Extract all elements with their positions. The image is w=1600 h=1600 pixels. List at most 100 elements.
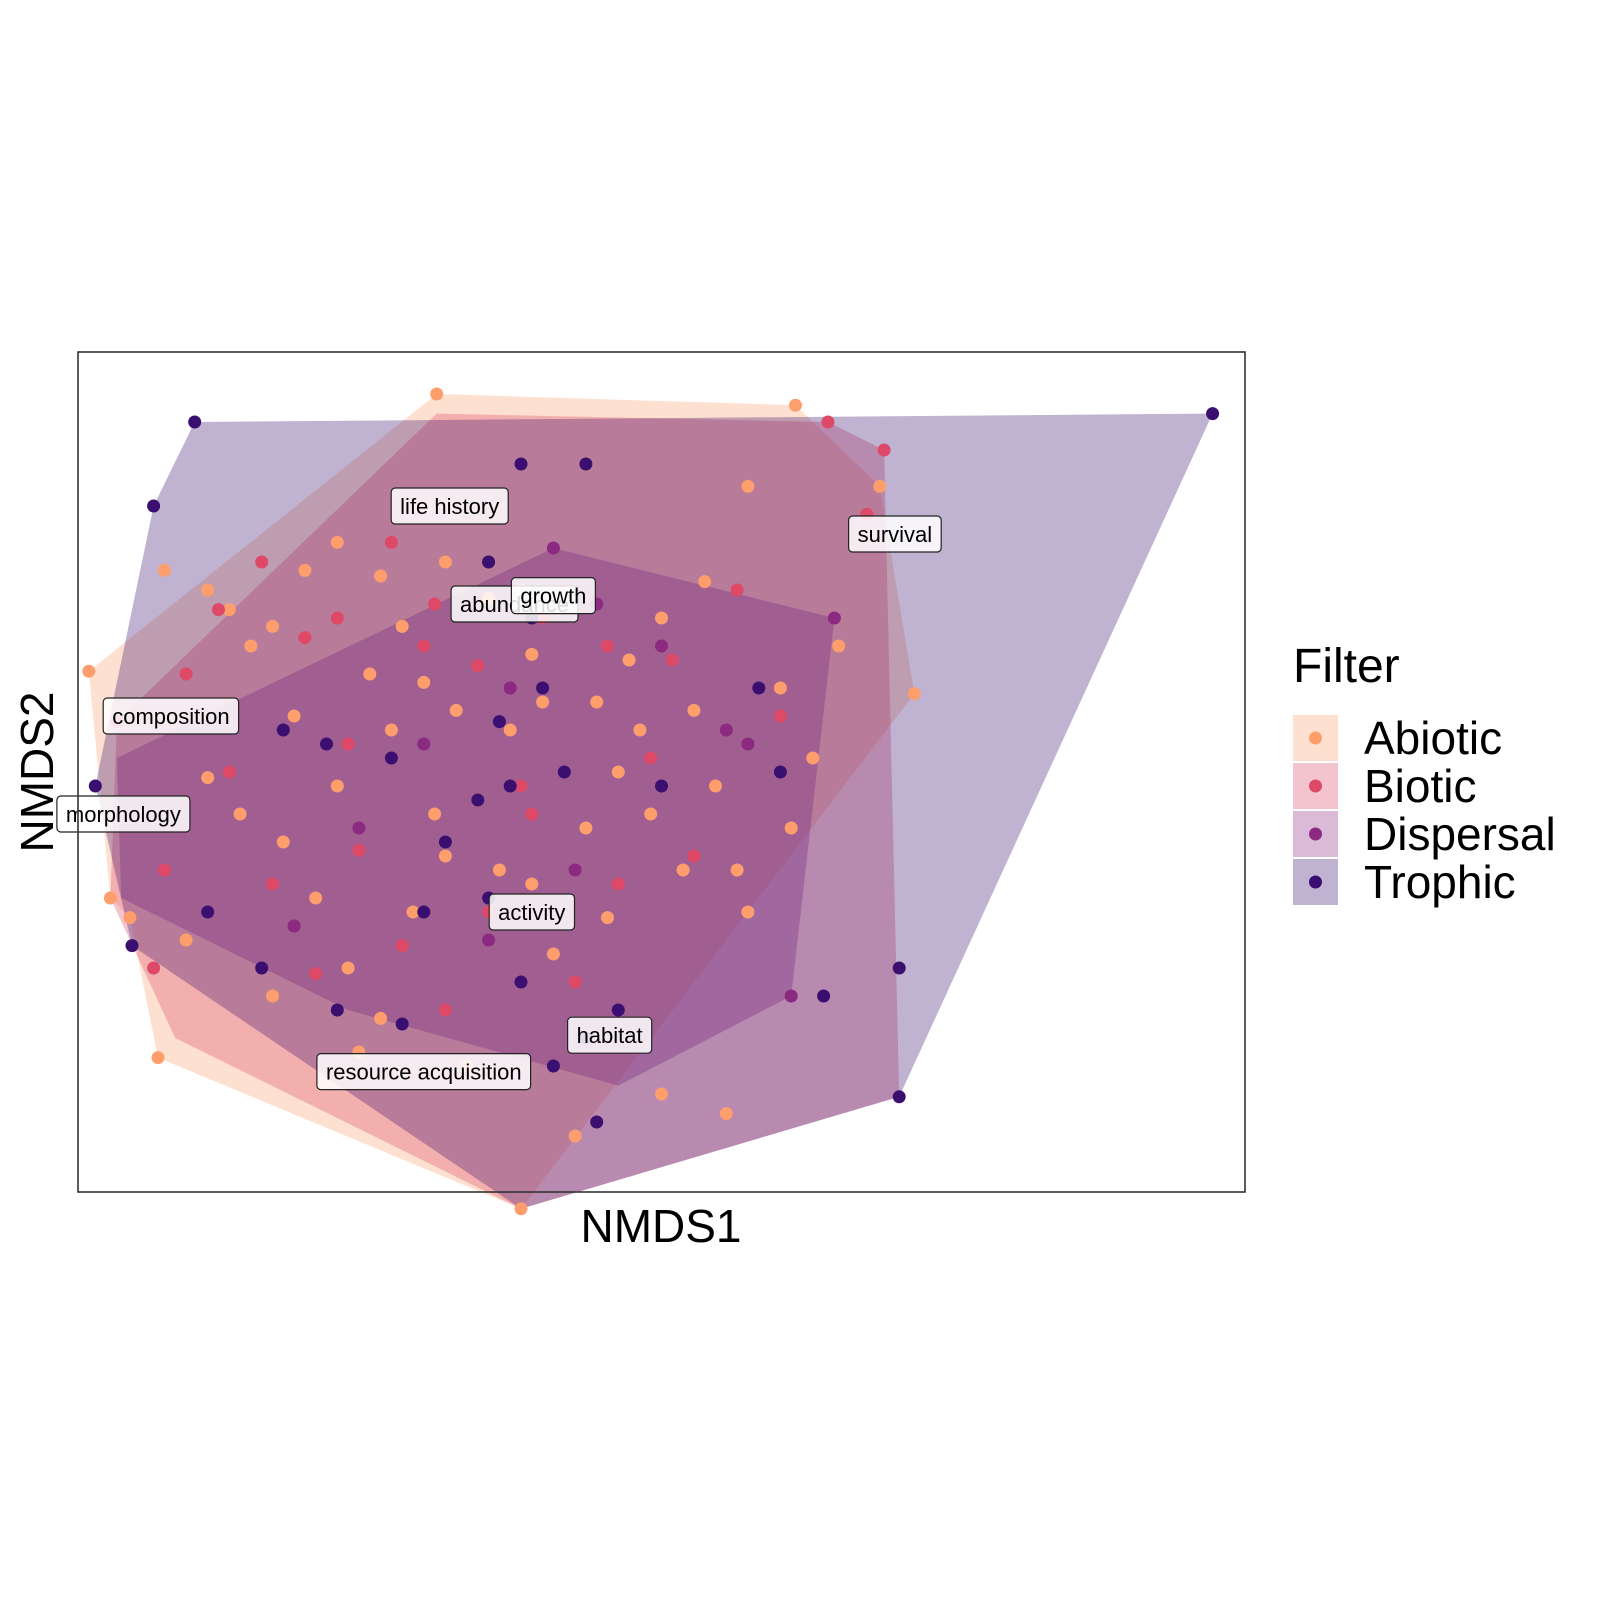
annotation-label: activity xyxy=(488,893,576,931)
point-biotic xyxy=(821,415,835,429)
hull-biotic xyxy=(110,413,900,1209)
point-abiotic xyxy=(266,989,279,1003)
point-abiotic xyxy=(655,1087,668,1101)
point-abiotic xyxy=(492,863,506,877)
point-abiotic xyxy=(82,664,96,678)
plot-panel-border xyxy=(77,351,1246,1193)
annotation-box xyxy=(566,1016,653,1054)
point-biotic xyxy=(877,443,891,457)
point-dispersal xyxy=(827,611,841,625)
point-abiotic xyxy=(363,667,377,681)
point-abiotic xyxy=(438,849,452,863)
point-abiotic xyxy=(298,563,312,577)
point-trophic xyxy=(438,835,452,849)
point-abiotic xyxy=(157,563,171,577)
point-abiotic xyxy=(395,619,409,633)
point-biotic xyxy=(352,843,366,857)
point-dispersal xyxy=(784,989,798,1003)
point-trophic xyxy=(384,751,398,765)
point-abiotic xyxy=(201,583,215,597)
point-abiotic xyxy=(201,771,215,785)
point-biotic xyxy=(384,535,398,549)
point-abiotic xyxy=(719,1107,733,1121)
point-biotic xyxy=(212,603,225,617)
point-abiotic xyxy=(417,675,431,689)
point-dispersal xyxy=(741,737,755,751)
point-abiotic xyxy=(151,1051,165,1065)
legend-label-biotic: Biotic xyxy=(1364,760,1476,812)
point-abiotic xyxy=(503,723,517,737)
point-biotic xyxy=(309,967,323,981)
point-abiotic xyxy=(384,723,398,737)
point-abiotic xyxy=(687,703,701,717)
point-dispersal xyxy=(719,723,733,737)
point-biotic xyxy=(330,611,344,625)
point-abiotic xyxy=(789,398,802,412)
point-abiotic xyxy=(611,765,625,779)
point-abiotic xyxy=(709,779,722,793)
annotation-text: composition xyxy=(112,704,229,729)
hull-abiotic xyxy=(88,394,915,1209)
annotation-text: survival xyxy=(858,522,933,547)
point-biotic xyxy=(417,639,431,653)
point-biotic xyxy=(147,961,161,975)
annotation-text: growth xyxy=(520,584,586,609)
annotation-box xyxy=(102,697,240,735)
annotation-box xyxy=(847,515,942,553)
point-trophic xyxy=(1206,407,1220,421)
point-trophic xyxy=(201,905,215,919)
point-abiotic xyxy=(374,569,388,583)
point-dispersal xyxy=(482,933,496,947)
point-trophic xyxy=(417,905,431,919)
point-trophic xyxy=(892,1090,906,1104)
point-abiotic xyxy=(103,891,117,905)
point-biotic xyxy=(687,849,701,863)
legend-title: Filter xyxy=(1293,640,1400,693)
point-abiotic xyxy=(546,947,560,961)
annotation-text: habitat xyxy=(577,1023,643,1048)
point-abiotic xyxy=(622,653,636,667)
point-biotic xyxy=(179,667,193,681)
annotation-box xyxy=(510,576,596,615)
point-abiotic xyxy=(741,905,755,919)
point-trophic xyxy=(147,499,161,513)
point-dispersal xyxy=(417,737,431,751)
legend-marker-biotic xyxy=(1309,779,1322,793)
point-trophic xyxy=(492,715,506,729)
point-dispersal xyxy=(287,919,301,933)
annotation-box xyxy=(316,1052,532,1091)
annotation-label: survival xyxy=(847,515,942,553)
legend-label-dispersal: Dispersal xyxy=(1364,808,1556,860)
annotation-label: morphology xyxy=(56,795,191,833)
point-biotic xyxy=(730,583,744,597)
point-abiotic xyxy=(266,619,279,633)
point-abiotic xyxy=(525,647,539,661)
point-biotic xyxy=(222,765,236,779)
point-trophic xyxy=(320,737,333,751)
point-abiotic xyxy=(806,751,820,765)
point-trophic xyxy=(655,779,668,793)
point-abiotic xyxy=(428,807,442,821)
point-abiotic xyxy=(123,911,137,925)
point-abiotic xyxy=(233,807,247,821)
point-abiotic xyxy=(536,695,550,709)
legend-label-abiotic: Abiotic xyxy=(1364,712,1502,764)
point-abiotic xyxy=(873,479,887,493)
hull-layer xyxy=(88,394,1213,1209)
point-trophic xyxy=(514,457,528,471)
point-dispersal xyxy=(352,821,366,835)
point-abiotic xyxy=(655,611,668,625)
point-abiotic xyxy=(374,1011,388,1025)
point-trophic xyxy=(590,1115,604,1129)
hull-dispersal xyxy=(116,548,835,1086)
point-trophic xyxy=(773,765,787,779)
point-abiotic xyxy=(568,1129,582,1143)
point-abiotic xyxy=(741,479,755,493)
point-biotic xyxy=(525,807,539,821)
point-trophic xyxy=(752,681,766,695)
point-dispersal xyxy=(655,639,668,653)
point-abiotic xyxy=(438,555,452,569)
point-trophic xyxy=(536,681,550,695)
point-trophic xyxy=(514,975,528,989)
